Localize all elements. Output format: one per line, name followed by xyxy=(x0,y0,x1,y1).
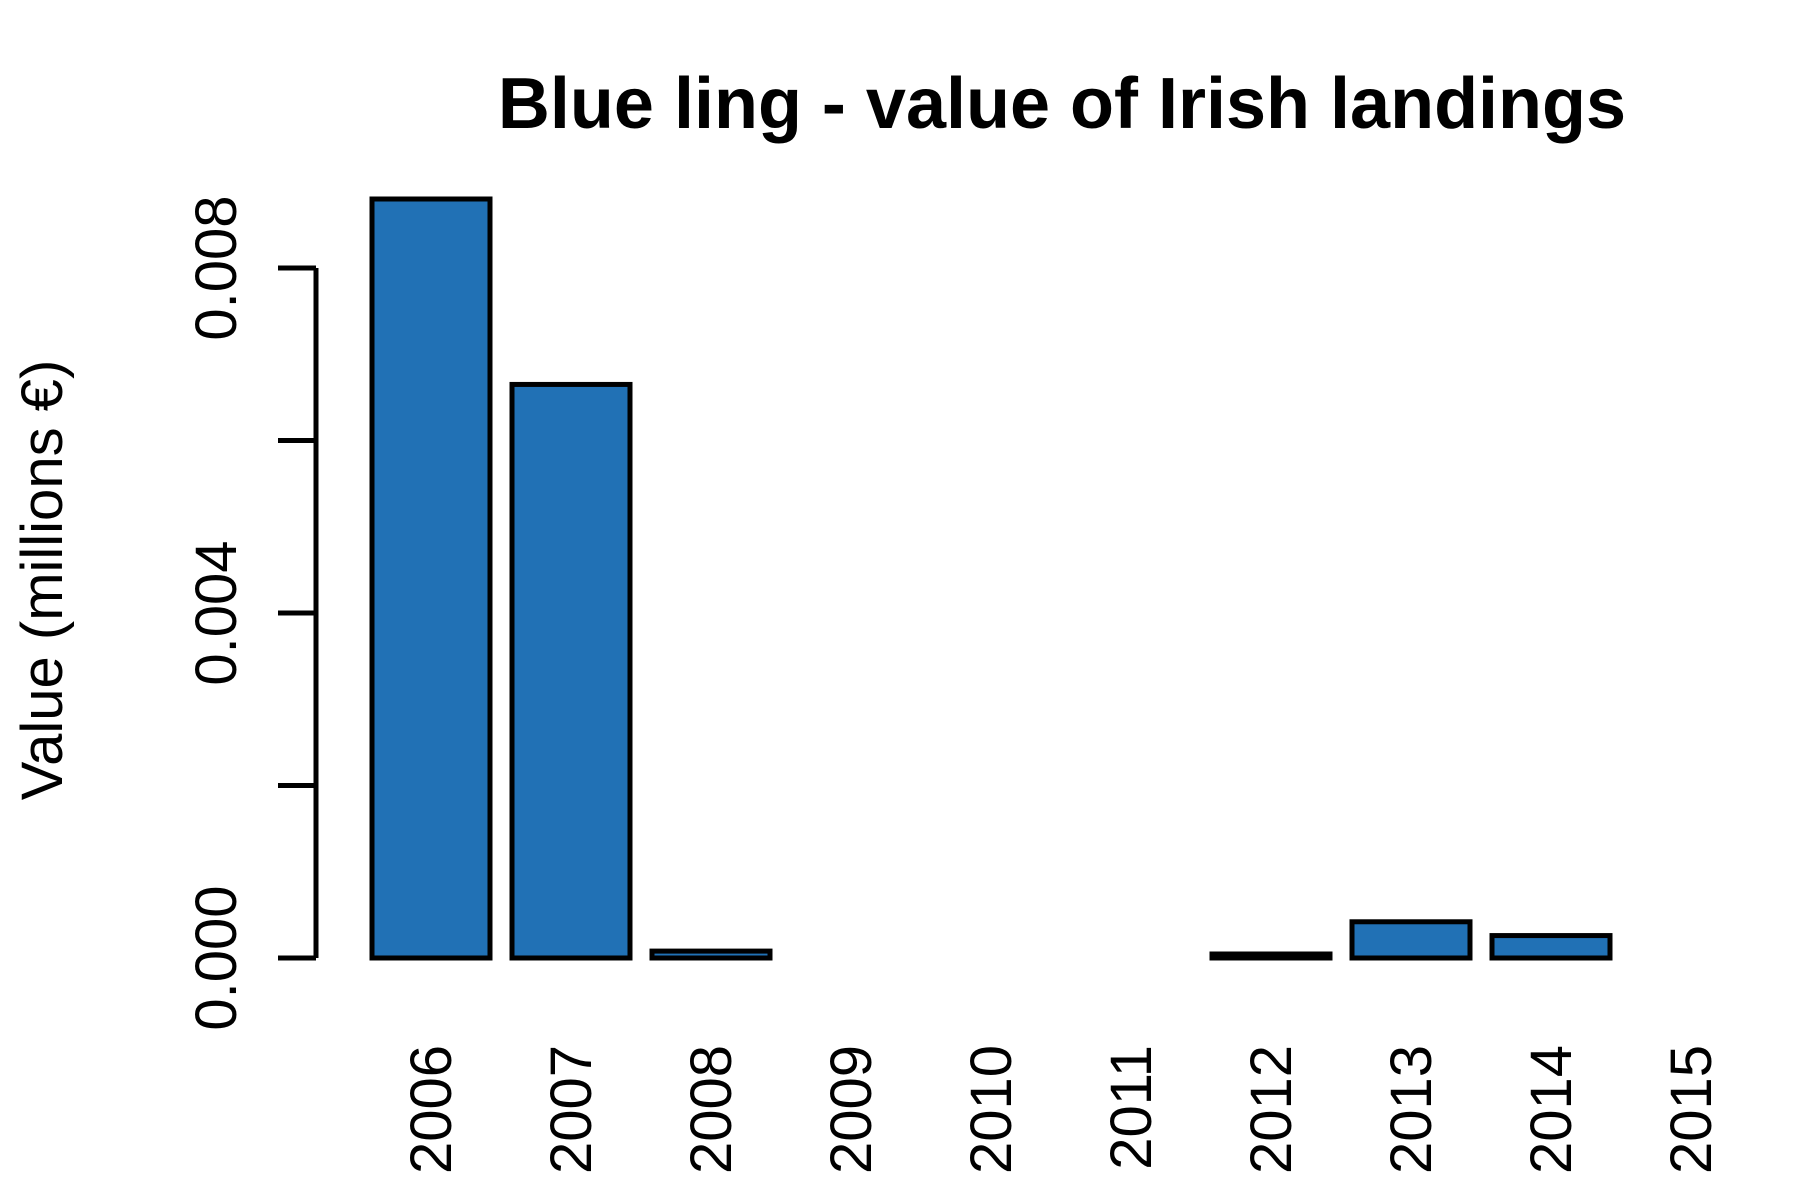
x-tick-label-2010: 2010 xyxy=(959,1045,1024,1174)
x-tick-label-2013: 2013 xyxy=(1379,1045,1444,1174)
plot-area: 0.000 0.004 0.008 2006 2007 2008 2009 2010 2011 2… xyxy=(184,195,1724,1174)
bar-2013 xyxy=(1349,919,1473,961)
x-tick-label-2006: 2006 xyxy=(399,1045,464,1174)
y-tick-label: 0.004 xyxy=(184,540,249,685)
y-tick-label: 0.008 xyxy=(184,195,249,340)
x-tick-label-2014: 2014 xyxy=(1519,1045,1584,1174)
chart-title: Blue ling - value of Irish landings xyxy=(498,64,1626,144)
bar-2008 xyxy=(649,948,773,961)
y-axis-label: Value (millions €) xyxy=(10,360,75,801)
x-tick-label-2015: 2015 xyxy=(1659,1045,1724,1174)
x-tick-label-2009: 2009 xyxy=(819,1045,884,1174)
x-tick-label-2011: 2011 xyxy=(1099,1045,1164,1170)
x-tick-label-2008: 2008 xyxy=(679,1045,744,1174)
bar-2007 xyxy=(509,381,633,961)
bar-2014 xyxy=(1489,933,1613,961)
bar-2006 xyxy=(369,196,493,961)
x-tick-label-2007: 2007 xyxy=(539,1045,604,1174)
y-tick-label: 0.000 xyxy=(184,885,249,1030)
bar-2012 xyxy=(1209,951,1333,961)
x-tick-label-2012: 2012 xyxy=(1239,1045,1304,1174)
